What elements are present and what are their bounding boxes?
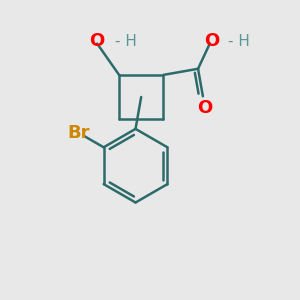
Text: Br: Br (67, 124, 89, 142)
Text: O: O (204, 32, 219, 50)
Text: - H: - H (116, 34, 137, 49)
Text: O: O (89, 32, 105, 50)
Text: O: O (197, 99, 212, 117)
Text: - H: - H (228, 34, 250, 49)
